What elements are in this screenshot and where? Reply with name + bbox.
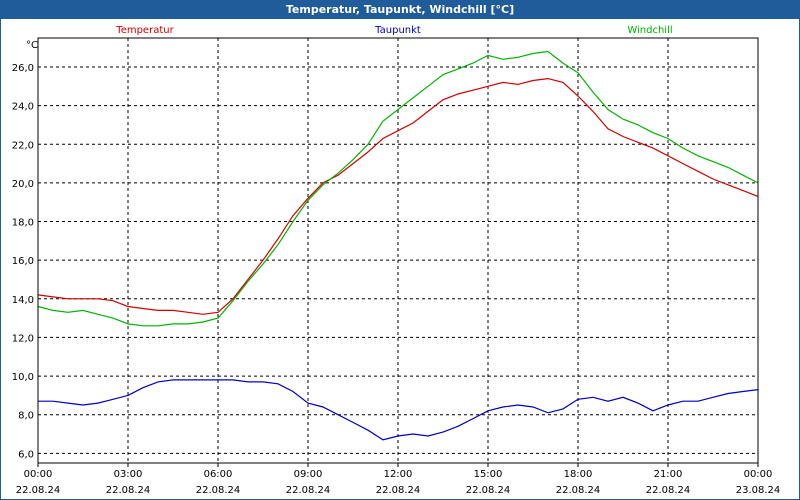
y-tick-label: 26,0 [12,63,34,74]
chart-title: Temperatur, Taupunkt, Windchill [°C] [1,1,799,19]
x-tick-date-label: 22.08.24 [286,485,331,496]
series-lines [37,50,759,441]
x-tick-time-label: 03:00 [114,469,143,480]
x-tick-date-label: 22.08.24 [106,485,151,496]
y-tick-label: 10,0 [12,372,34,383]
legend: Temperatur Taupunkt Windchill [115,25,672,36]
series-line-windchill [37,50,759,327]
y-axis-unit-label: °C [26,40,38,51]
grid-lines [38,38,758,463]
x-tick-date-label: 23.08.24 [736,485,781,496]
y-tick-label: 20,0 [12,179,34,190]
x-tick-time-label: 12:00 [384,469,413,480]
series-line-temperatur [37,77,759,315]
x-tick-date-label: 22.08.24 [16,485,61,496]
y-tick-label: 16,0 [12,256,34,267]
plot-area [37,37,759,464]
x-tick-time-label: 15:00 [474,469,503,480]
y-tick-label: 24,0 [12,102,34,113]
y-tick-label: 18,0 [12,218,34,229]
y-tick-label: 12,0 [12,333,34,344]
x-tick-time-label: 21:00 [654,469,683,480]
x-tick-date-label: 22.08.24 [196,485,241,496]
legend-taupunkt: Taupunkt [374,25,421,36]
x-tick-date-label: 22.08.24 [376,485,421,496]
x-tick-time-label: 00:00 [24,469,53,480]
x-tick-time-label: 09:00 [294,469,323,480]
legend-windchill: Windchill [627,25,672,36]
y-tick-label: 22,0 [12,140,34,151]
x-tick-date-label: 22.08.24 [556,485,601,496]
x-tick-date-label: 22.08.24 [646,485,691,496]
y-axis-ticks: 6,0 8,0 10,0 12,0 14,0 16,0 18,0 20,0 22,0 24,0 26… [12,63,34,460]
x-tick-date-label: 22.08.24 [466,485,511,496]
series-line-taupunkt [38,379,759,441]
legend-temperatur: Temperatur [115,25,174,36]
y-tick-label: 8,0 [18,411,34,422]
x-tick-time-label: 18:00 [564,469,593,480]
x-tick-time-label: 00:00 [744,469,773,480]
y-tick-label: 6,0 [18,449,34,460]
x-tick-time-label: 06:00 [204,469,233,480]
y-tick-label: 14,0 [12,295,34,306]
x-axis-ticks: 00:00 22.08.24 03:00 22.08.24 06:00 22.08.24 0… [16,463,781,496]
